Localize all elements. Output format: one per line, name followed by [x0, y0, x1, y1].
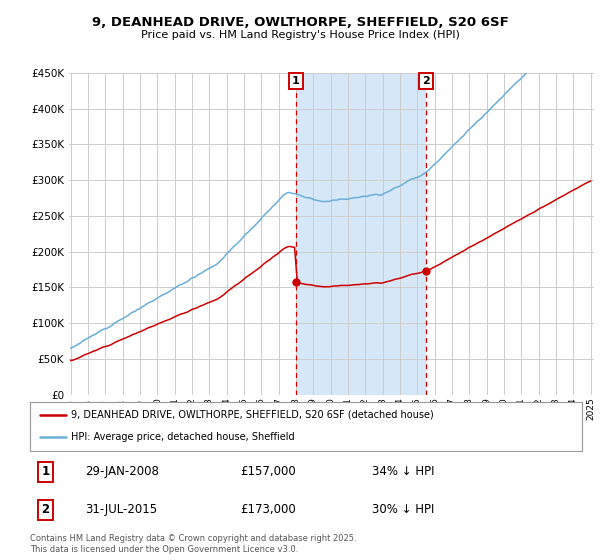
Text: 1: 1 [41, 465, 50, 478]
Text: 2: 2 [422, 76, 430, 86]
Text: HPI: Average price, detached house, Sheffield: HPI: Average price, detached house, Shef… [71, 432, 295, 442]
Text: Price paid vs. HM Land Registry's House Price Index (HPI): Price paid vs. HM Land Registry's House … [140, 30, 460, 40]
Text: 1: 1 [292, 76, 300, 86]
Text: 9, DEANHEAD DRIVE, OWLTHORPE, SHEFFIELD, S20 6SF (detached house): 9, DEANHEAD DRIVE, OWLTHORPE, SHEFFIELD,… [71, 410, 434, 420]
Text: £157,000: £157,000 [240, 465, 296, 478]
Text: 29-JAN-2008: 29-JAN-2008 [85, 465, 159, 478]
Text: 9, DEANHEAD DRIVE, OWLTHORPE, SHEFFIELD, S20 6SF: 9, DEANHEAD DRIVE, OWLTHORPE, SHEFFIELD,… [92, 16, 508, 29]
Text: 30% ↓ HPI: 30% ↓ HPI [372, 503, 434, 516]
Text: Contains HM Land Registry data © Crown copyright and database right 2025.: Contains HM Land Registry data © Crown c… [30, 534, 356, 543]
Text: 31-JUL-2015: 31-JUL-2015 [85, 503, 157, 516]
Bar [296, 73, 426, 395]
Text: £173,000: £173,000 [240, 503, 296, 516]
Text: 34% ↓ HPI: 34% ↓ HPI [372, 465, 435, 478]
Text: 2: 2 [41, 503, 50, 516]
Text: This data is licensed under the Open Government Licence v3.0.: This data is licensed under the Open Gov… [30, 545, 298, 554]
